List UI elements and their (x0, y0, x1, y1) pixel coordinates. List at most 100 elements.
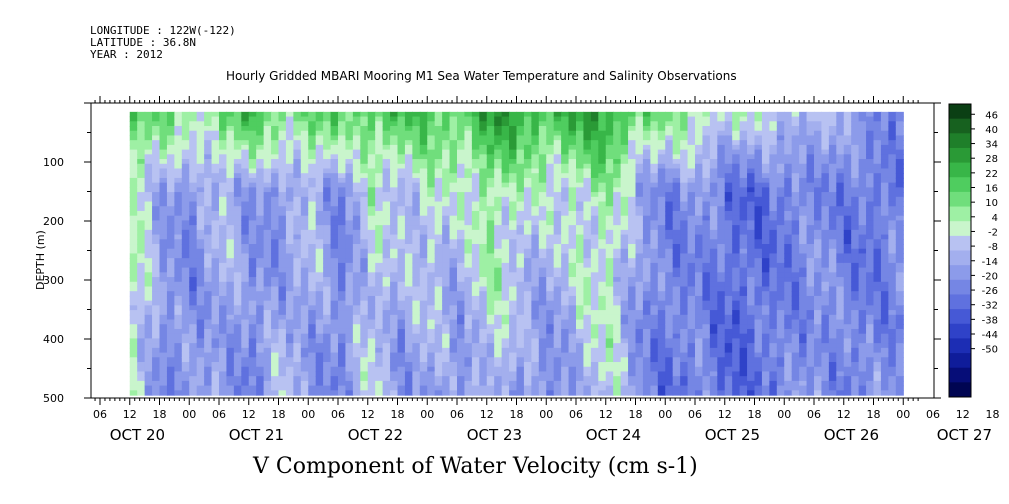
heatmap-cell (256, 328, 265, 335)
heatmap-cell (360, 239, 369, 245)
heatmap-cell (397, 333, 406, 340)
heatmap-cell (152, 262, 161, 269)
heatmap-cell (382, 267, 391, 273)
heatmap-cell (672, 220, 681, 226)
heatmap-cell (449, 111, 458, 118)
heatmap-cell (308, 135, 317, 141)
heatmap-cell (241, 295, 250, 302)
heatmap-cell (345, 376, 354, 382)
heatmap-cell (732, 135, 741, 141)
heatmap-cell (129, 295, 138, 302)
heatmap-cell (159, 286, 168, 292)
heatmap-cell (516, 253, 525, 259)
heatmap-cell (412, 154, 421, 160)
heatmap-cell (278, 210, 287, 217)
heatmap-cell (702, 121, 711, 127)
heatmap-cell (657, 324, 666, 330)
heatmap-cell (657, 352, 666, 358)
heatmap-cell (516, 126, 525, 132)
heatmap-cell (233, 121, 242, 127)
heatmap-cell (747, 111, 756, 118)
heatmap-cell (330, 305, 339, 311)
heatmap-cell (642, 277, 651, 283)
heatmap-cell (315, 352, 324, 358)
heatmap-cell (338, 253, 347, 259)
heatmap-cell (702, 159, 711, 165)
heatmap-cell (605, 310, 614, 316)
heatmap-cell (561, 380, 570, 387)
heatmap-cell (717, 177, 726, 184)
heatmap-cell (486, 324, 495, 330)
heatmap-cell (166, 187, 175, 193)
heatmap-cell (248, 244, 257, 250)
heatmap-cell (174, 234, 183, 240)
heatmap-cell (226, 135, 235, 141)
heatmap-cell (471, 192, 480, 198)
heatmap-cell (479, 347, 488, 354)
heatmap-cell (457, 201, 466, 207)
heatmap-cell (442, 385, 451, 391)
heatmap-cell (464, 347, 473, 354)
heatmap-cell (523, 380, 532, 387)
heatmap-cell (427, 168, 436, 174)
heatmap-cell (137, 149, 146, 155)
heatmap-cell (576, 362, 585, 368)
heatmap-cell (516, 121, 525, 127)
heatmap-cell (129, 177, 138, 184)
heatmap-cell (672, 390, 681, 396)
heatmap-cell (196, 343, 205, 349)
heatmap-cell (144, 253, 153, 259)
heatmap-cell (129, 277, 138, 283)
heatmap-cell (538, 144, 547, 151)
heatmap-cell (375, 149, 384, 155)
heatmap-cell (717, 338, 726, 344)
heatmap-cell (724, 300, 733, 306)
heatmap-cell (732, 215, 741, 222)
heatmap-cell (494, 121, 503, 127)
heatmap-cell (635, 196, 644, 203)
heatmap-cell (687, 177, 696, 184)
heatmap-cell (323, 328, 332, 335)
heatmap-cell (204, 126, 213, 132)
heatmap-cell (635, 177, 644, 184)
heatmap-cell (449, 244, 458, 250)
heatmap-cell (129, 206, 138, 212)
heatmap-cell (553, 126, 562, 132)
heatmap-cell (308, 267, 317, 273)
heatmap-cell (583, 347, 592, 354)
heatmap-cell (137, 314, 146, 321)
heatmap-cell (360, 390, 369, 396)
heatmap-cell (367, 295, 376, 302)
heatmap-cell (479, 338, 488, 344)
heatmap-cell (479, 376, 488, 382)
heatmap-cell (256, 357, 265, 363)
heatmap-cell (390, 390, 399, 396)
heatmap-cell (680, 116, 689, 122)
heatmap-cell (404, 291, 413, 297)
heatmap-cell (583, 324, 592, 330)
heatmap-cell (471, 111, 480, 118)
heatmap-cell (561, 163, 570, 170)
heatmap-cell (419, 295, 428, 302)
heatmap-cell (204, 187, 213, 193)
heatmap-cell (635, 267, 644, 273)
heatmap-cell (345, 253, 354, 259)
heatmap-cell (583, 116, 592, 122)
heatmap-cell (583, 385, 592, 391)
heatmap-cell (650, 328, 659, 335)
heatmap-cell (583, 135, 592, 141)
heatmap-cell (159, 229, 168, 236)
heatmap-cell (278, 225, 287, 231)
heatmap-cell (330, 126, 339, 132)
heatmap-cell (635, 352, 644, 358)
heatmap-cell (129, 173, 138, 179)
heatmap-cell (181, 111, 190, 118)
heatmap-cell (665, 140, 674, 146)
heatmap-cell (315, 319, 324, 325)
heatmap-cell (189, 140, 198, 146)
heatmap-cell (166, 248, 175, 255)
heatmap-cell (308, 376, 317, 382)
heatmap-cell (211, 149, 220, 155)
heatmap-cell (620, 291, 629, 297)
heatmap-cell (523, 390, 532, 396)
